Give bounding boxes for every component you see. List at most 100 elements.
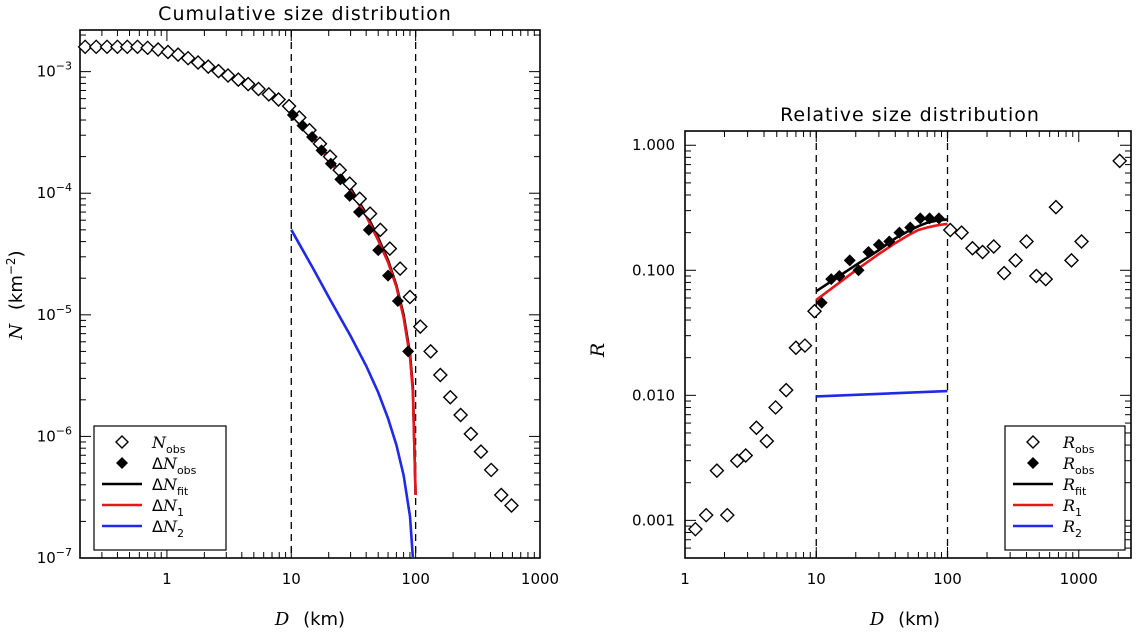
y-tick-label: 1.000 — [632, 136, 675, 154]
y-tick-base: 10 — [37, 306, 56, 324]
legend-label: Robs — [1062, 454, 1095, 477]
open-diamond-point — [352, 191, 368, 207]
open-diamond-point — [170, 47, 186, 63]
y-tick-base: 10 — [37, 427, 56, 445]
filled-diamond-point — [362, 223, 375, 236]
x-axis-var: D — [869, 609, 885, 630]
y-tick-label: 10−3 — [37, 60, 72, 81]
open-diamond-point — [362, 206, 378, 222]
open-diamond-point — [1008, 252, 1024, 268]
open-diamond-point — [768, 399, 784, 415]
legend-sub: 2 — [177, 527, 184, 540]
open-diamond-point — [778, 382, 794, 398]
y-tick-label: 10−4 — [37, 181, 72, 202]
open-diamond-point — [412, 319, 428, 335]
open-diamond-point — [1048, 199, 1064, 215]
x-tick-label: 1000 — [1060, 570, 1098, 588]
relative-chart: Relative size distribution 1 10 100 1000 0.0… — [587, 104, 1132, 630]
data-points — [687, 153, 1128, 537]
legend-label: Nobs — [151, 433, 186, 456]
legend-var: R — [1062, 496, 1075, 515]
filled-diamond-point — [914, 212, 927, 225]
open-diamond-point — [483, 462, 499, 478]
open-diamond-point — [1038, 271, 1054, 287]
y-tick-exp: −6 — [56, 424, 72, 437]
filled-diamond-point — [324, 157, 337, 170]
open-diamond-point — [504, 498, 519, 514]
legend-sub: 1 — [177, 506, 184, 519]
open-diamond-point — [130, 39, 145, 55]
legend-label: R2 — [1062, 517, 1082, 540]
filled-diamond-point — [893, 226, 906, 239]
legend-sub: 1 — [1075, 506, 1082, 519]
open-diamond-point — [251, 81, 266, 97]
filled-diamond-point — [815, 296, 828, 309]
open-diamond-point — [77, 39, 93, 55]
open-diamond-point — [1063, 252, 1079, 268]
legend-var: R — [1062, 517, 1075, 536]
legend-prefix: Δ — [152, 517, 163, 536]
x-tick-label: 1 — [162, 570, 172, 588]
filled-diamond-point — [372, 244, 385, 257]
y-axis-label: R — [587, 343, 609, 358]
y-axis-unit-exp: −2 — [4, 257, 18, 275]
filled-diamond-point — [343, 189, 356, 202]
open-diamond-point — [975, 244, 991, 260]
legend-sub: fit — [177, 485, 189, 498]
open-diamond-point — [230, 72, 246, 88]
open-diamond-point — [150, 42, 166, 58]
open-diamond-point — [1074, 233, 1090, 249]
open-diamond-point — [140, 40, 156, 56]
legend-var: N — [162, 475, 178, 494]
filled-diamond-point — [862, 246, 875, 259]
open-diamond-point — [119, 39, 135, 55]
open-diamond-point — [942, 222, 958, 238]
filled-diamond-point — [382, 269, 395, 282]
open-diamond-point — [442, 389, 458, 405]
x-tick-label: 1 — [680, 570, 690, 588]
open-diamond-point — [807, 303, 823, 319]
open-diamond-point — [180, 50, 196, 66]
legend-var: N — [162, 454, 178, 473]
tick-labels: 1 10 100 1000 0.001 0.010 0.100 1.000 — [632, 136, 1098, 588]
y-tick-base: 10 — [37, 549, 56, 567]
filled-diamond-point — [334, 173, 347, 186]
open-diamond-point — [200, 59, 216, 75]
y-tick-label: 0.010 — [632, 386, 675, 404]
legend-var: R — [1062, 433, 1075, 452]
legend-var: N — [162, 496, 178, 515]
x-tick-label: 100 — [401, 570, 430, 588]
filled-diamond-point — [883, 235, 896, 248]
open-diamond-point — [271, 92, 287, 107]
filled-diamond-point — [315, 144, 328, 157]
filled-diamond-point — [904, 221, 917, 234]
y-axis-unit: (km — [6, 275, 27, 310]
open-diamond-point — [986, 238, 1002, 254]
filled-diamond-point — [286, 108, 299, 121]
legend-open-diamond — [1026, 435, 1040, 449]
y-axis-unit-close: ) — [6, 250, 27, 257]
axis-ticks — [79, 30, 541, 559]
legend-prefix: Δ — [152, 475, 163, 494]
filled-diamond-point — [843, 254, 856, 267]
open-diamond-point — [453, 407, 469, 423]
open-diamond-point — [738, 448, 754, 464]
filled-diamond-point — [932, 212, 945, 225]
legend-label: R1 — [1062, 496, 1082, 519]
series-line — [815, 222, 948, 301]
y-tick-base: 10 — [37, 184, 56, 202]
filled-diamond-point — [306, 131, 319, 143]
open-diamond-point — [432, 367, 448, 383]
legend-box — [93, 425, 227, 551]
open-diamond-point — [281, 98, 297, 114]
open-diamond-point — [99, 39, 115, 55]
x-tick-label: 1000 — [521, 570, 559, 588]
legend-filled-diamond — [1027, 457, 1039, 469]
legend-label: Robs — [1062, 433, 1095, 456]
y-axis-var: N — [6, 323, 27, 341]
open-diamond-point — [493, 487, 509, 503]
cumulative-chart: Cumulative size distribution 1 10 100 1000 1… — [4, 3, 559, 630]
